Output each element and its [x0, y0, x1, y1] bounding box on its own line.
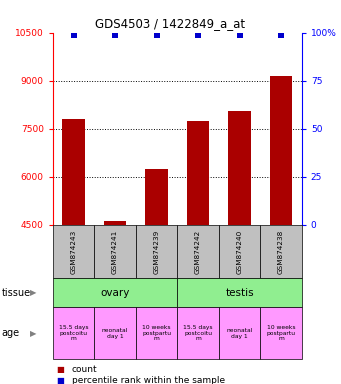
- Text: 10 weeks
postpartu
m: 10 weeks postpartu m: [142, 325, 171, 341]
- Text: ■: ■: [56, 365, 64, 374]
- Text: 15.5 days
postcoitu
m: 15.5 days postcoitu m: [183, 325, 213, 341]
- Text: GSM874241: GSM874241: [112, 229, 118, 274]
- Bar: [270, 76, 293, 225]
- Text: GSM874238: GSM874238: [278, 229, 284, 274]
- Text: age: age: [2, 328, 20, 338]
- Bar: [104, 221, 127, 225]
- Text: count: count: [72, 365, 97, 374]
- Text: tissue: tissue: [2, 288, 31, 298]
- Bar: [187, 121, 209, 225]
- Text: 10 weeks
postpartu
m: 10 weeks postpartu m: [267, 325, 296, 341]
- Text: 15.5 days
postcoitu
m: 15.5 days postcoitu m: [59, 325, 88, 341]
- Text: GSM874240: GSM874240: [237, 229, 242, 274]
- Text: neonatal
day 1: neonatal day 1: [102, 328, 128, 339]
- Text: percentile rank within the sample: percentile rank within the sample: [72, 376, 225, 384]
- Text: GSM874239: GSM874239: [153, 229, 160, 274]
- Bar: [228, 111, 251, 225]
- Text: ▶: ▶: [30, 288, 36, 297]
- Bar: [62, 119, 85, 225]
- Bar: [145, 169, 168, 225]
- Text: GSM874242: GSM874242: [195, 229, 201, 274]
- Text: ovary: ovary: [100, 288, 130, 298]
- Text: GDS4503 / 1422849_a_at: GDS4503 / 1422849_a_at: [95, 17, 246, 30]
- Text: ■: ■: [56, 376, 64, 384]
- Text: ▶: ▶: [30, 329, 36, 338]
- Text: GSM874243: GSM874243: [71, 229, 77, 274]
- Text: testis: testis: [225, 288, 254, 298]
- Text: neonatal
day 1: neonatal day 1: [226, 328, 253, 339]
